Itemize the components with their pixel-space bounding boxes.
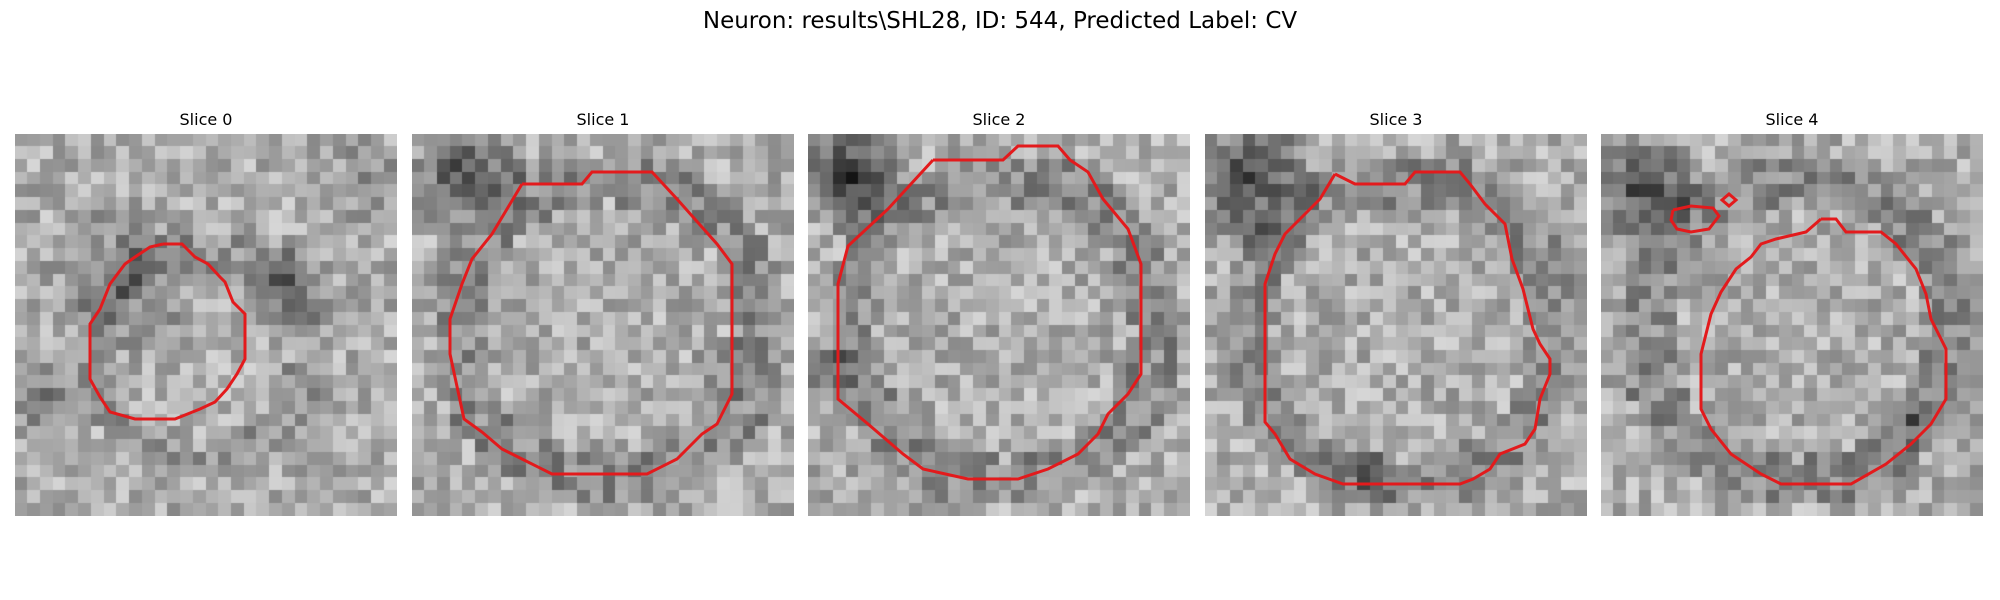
slice-title-3: Slice 3: [1205, 110, 1587, 129]
slice-panel-0: Slice 0: [15, 110, 397, 520]
slice-panel-3: Slice 3: [1205, 110, 1587, 520]
slice-title-1: Slice 1: [412, 110, 794, 129]
slice-title-0: Slice 0: [15, 110, 397, 129]
slice-contour-4: [1601, 134, 1983, 516]
slice-contour-1: [412, 134, 794, 516]
figure-title: Neuron: results\SHL28, ID: 544, Predicte…: [0, 8, 2000, 34]
slice-contour-3: [1205, 134, 1587, 516]
slice-title-2: Slice 2: [808, 110, 1190, 129]
slice-contour-0: [15, 134, 397, 516]
slice-panel-2: Slice 2: [808, 110, 1190, 520]
slice-panel-4: Slice 4: [1601, 110, 1983, 520]
slice-title-4: Slice 4: [1601, 110, 1983, 129]
slice-panel-1: Slice 1: [412, 110, 794, 520]
slice-contour-2: [808, 134, 1190, 516]
